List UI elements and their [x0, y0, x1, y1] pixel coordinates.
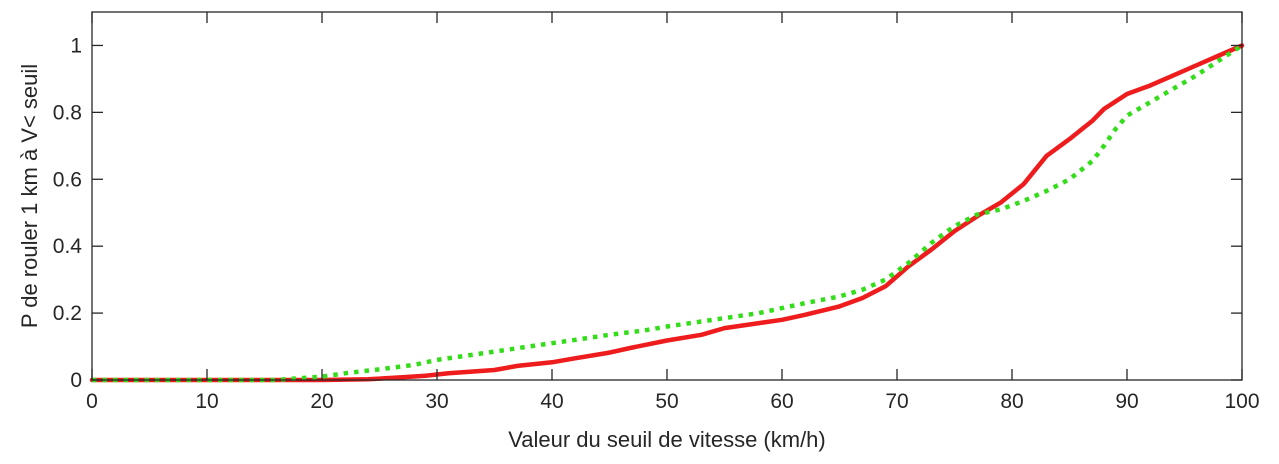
y-tick-label: 0.2: [53, 302, 82, 325]
series-line-dotted: [92, 43, 1244, 383]
x-tick-label: 30: [425, 390, 448, 413]
y-tick-label: 0.6: [53, 168, 82, 191]
x-tick-label: 60: [770, 390, 793, 413]
series-line-solid: [89, 43, 1245, 383]
x-axis-label: Valeur du seuil de vitesse (km/h): [508, 427, 826, 452]
x-tick-label: 40: [540, 390, 563, 413]
x-tick-label: 80: [1000, 390, 1023, 413]
x-tick-label: 90: [1115, 390, 1138, 413]
y-tick-label: 0: [70, 369, 82, 392]
x-tick-label: 20: [310, 390, 333, 413]
y-axis-label: P de rouler 1 km à V< seuil: [17, 64, 42, 328]
y-tick-label: 0.4: [53, 235, 83, 258]
y-tick-label: 1: [70, 34, 82, 57]
x-tick-label: 100: [1224, 390, 1259, 413]
x-tick-label: 0: [86, 390, 98, 413]
x-tick-label: 10: [195, 390, 218, 413]
x-tick-label: 50: [655, 390, 678, 413]
y-tick-label: 0.8: [53, 101, 82, 124]
ticks-layer: 0 10 20 30 40 50 60 70 80 90 100 0 0.2 0.4 0.6 0.8 1: [53, 12, 1260, 413]
x-tick-label: 70: [885, 390, 908, 413]
series-layer: [89, 43, 1245, 383]
